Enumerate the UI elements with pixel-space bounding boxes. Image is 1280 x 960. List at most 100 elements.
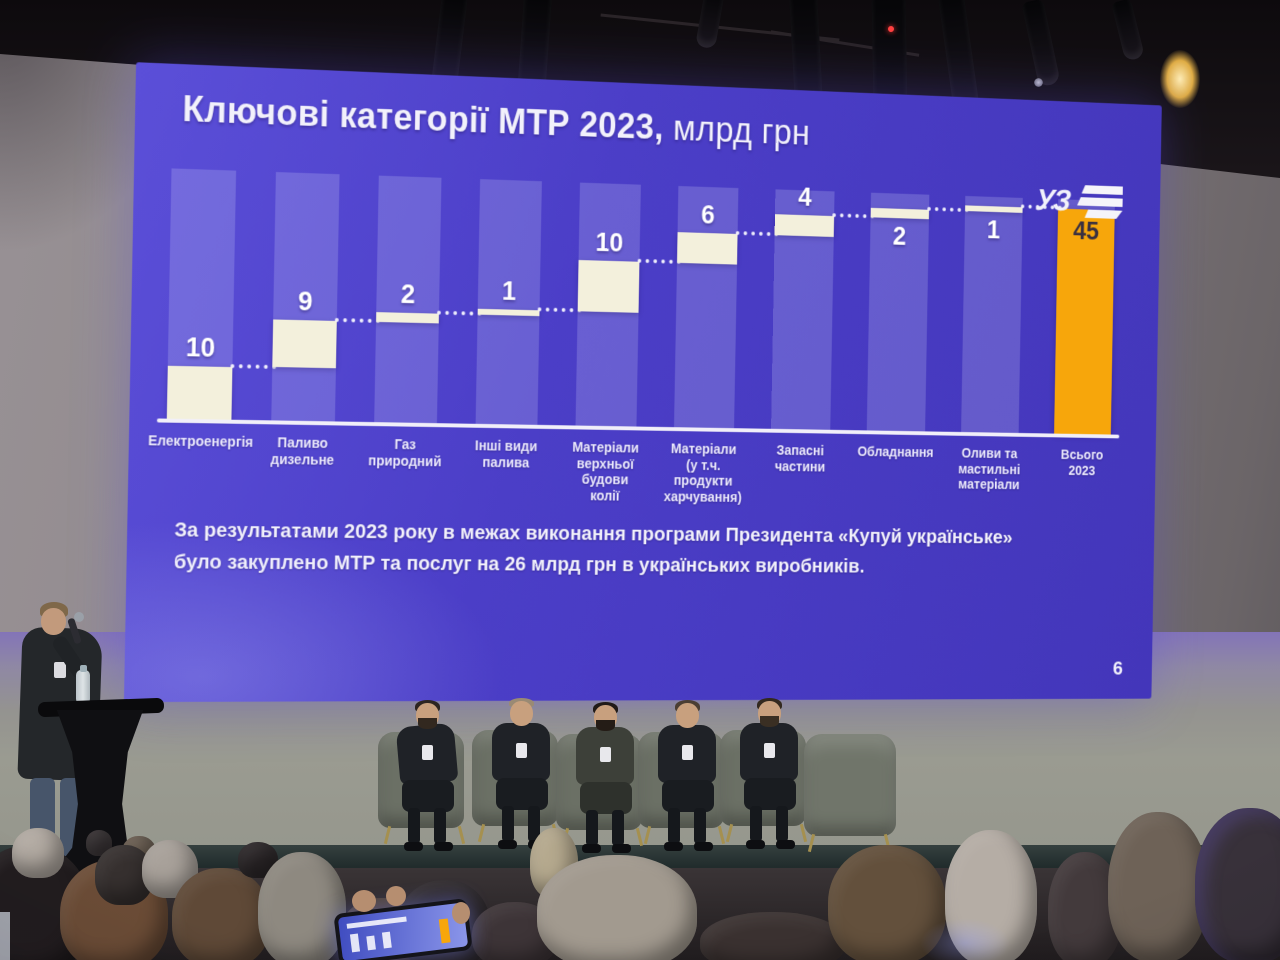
chart-bar-track: [575, 182, 641, 427]
panelist-badge: [682, 745, 693, 760]
chart-bar-segment: [272, 319, 337, 369]
chart-connector: [927, 206, 969, 212]
chart-connector: [832, 213, 875, 219]
panelist-legs: [744, 778, 796, 810]
panelist-foot: [746, 840, 765, 849]
footnote-line-2-pre: було закуплено МТР та послуг на: [173, 550, 505, 576]
chart-bar-segment: [677, 231, 738, 265]
chart-connector: [437, 310, 482, 316]
bar-category-label: Інші види палива: [457, 437, 554, 471]
footnote-line-2: було закуплено МТР та послуг на 26 млрд …: [174, 546, 1058, 583]
chart-connector: [537, 307, 582, 313]
chair-leg: [717, 825, 726, 845]
panelist-beard: [760, 716, 779, 727]
chart-bar-track: [771, 188, 835, 430]
bar-category-label-line: Обладнання: [857, 443, 934, 460]
phone-slide-bar-thumb: [349, 933, 361, 953]
panelist-head: [510, 701, 533, 726]
audience-head: [700, 912, 845, 960]
phone-slide-bar-thumb: [381, 931, 392, 949]
audience-head: [1195, 808, 1280, 960]
footnote-highlight: 26 млрд грн: [504, 552, 618, 576]
bar-category-label-line: будови: [581, 471, 629, 488]
chart-connector: [334, 318, 380, 324]
slide: Ключові категорії МТР 2023, млрд грн УЗ …: [124, 62, 1162, 702]
panelist-foot: [664, 842, 683, 851]
hand-finger: [386, 886, 406, 906]
panelist-foot: [434, 842, 453, 851]
chart-bar-track: [961, 195, 1023, 433]
panelist-foot: [694, 842, 713, 851]
chair-leg: [635, 827, 644, 847]
chart-bar-track: [866, 192, 930, 432]
smartphone-screen: [337, 902, 469, 960]
phone-slide-title-thumb: [346, 916, 407, 929]
chart-bar-track: [1054, 198, 1115, 435]
light-lens: [1034, 78, 1043, 87]
panelist-legs: [580, 782, 632, 814]
bar-category-label-line: Запасні: [776, 442, 825, 459]
panelist-foot: [776, 840, 795, 849]
slide-title-main: Ключові категорії МТР 2023,: [182, 88, 665, 147]
indicator-light: [888, 26, 894, 32]
bar-category-label-line: (у т.ч. продукти: [673, 456, 733, 489]
bar-category-label-line: природний: [368, 452, 442, 469]
chart-bar-segment: [477, 309, 540, 316]
slide-footnote: За результатами 2023 року в межах викона…: [174, 514, 1059, 583]
panelist-shin: [668, 808, 680, 844]
panelist-foot: [498, 840, 517, 849]
bar-category-label-line: верхньої: [576, 455, 635, 472]
chart-total-bar: [1054, 208, 1115, 435]
bar-value-label: 1: [986, 215, 1001, 244]
bar-category-label-line: харчування): [663, 488, 742, 505]
bar-category-label: Оливи та мастильні матеріали: [944, 445, 1035, 493]
audience-head: [12, 828, 64, 878]
audience-head: [172, 868, 270, 960]
empty-armchair: [804, 734, 896, 853]
chart-bar-track: [166, 167, 237, 420]
panelist-shin: [694, 808, 706, 844]
panelist-shin: [502, 806, 514, 842]
bar-category-label-line: дизельне: [270, 450, 335, 468]
panelist-shin: [434, 808, 446, 844]
audience-head: [828, 845, 946, 960]
panelist-beard: [596, 720, 615, 731]
footnote-line-1: За результатами 2023 року в межах викона…: [174, 518, 1013, 549]
bar-value-label: 4: [797, 182, 812, 212]
bar-value-label: 10: [185, 331, 216, 363]
audience-head: [258, 852, 346, 960]
chart-bar-segment: [965, 205, 1023, 213]
bar-category-label: Матеріали (у т.ч. продукти харчування): [656, 440, 751, 505]
bottle-cap: [80, 665, 87, 672]
bar-category-label-line: 2023: [1068, 462, 1096, 478]
chart-x-axis: [156, 418, 1120, 438]
slide-title-unit: млрд грн: [663, 107, 811, 153]
audience-head: [945, 830, 1037, 960]
microphone-tip: [74, 612, 84, 622]
panelist-shin: [408, 808, 420, 844]
footnote-line-2-post: в українських виробників.: [616, 553, 865, 578]
light-bokeh: [920, 918, 1010, 960]
chart-bar-segment: [376, 311, 439, 324]
panelist-head: [676, 703, 699, 728]
waterfall-chart: 10 Електроенергія 9 Паливо дизельне 2 Газ приро…: [148, 163, 1120, 517]
panelist-legs: [662, 780, 714, 812]
bar-category-label: Всього 2023: [1037, 446, 1126, 478]
bar-value-label: 10: [595, 227, 624, 258]
panelist-shin: [586, 810, 598, 846]
panelist-legs: [402, 780, 454, 812]
warm-house-light: [1160, 50, 1200, 108]
bar-category-label-line: матеріали: [958, 476, 1020, 493]
bar-category-label-line: Оливи та: [961, 445, 1018, 462]
chart-bar-segment: [577, 259, 640, 314]
uz-logo-text: УЗ: [1034, 182, 1072, 218]
chart-connector: [637, 258, 681, 264]
panelist-shin: [776, 806, 788, 842]
hand-finger: [452, 902, 470, 924]
bar-category-label-line: Всього: [1060, 446, 1104, 463]
chair-leg: [457, 825, 466, 845]
audience-head: [537, 855, 697, 960]
projection-screen: Ключові категорії МТР 2023, млрд грн УЗ …: [123, 62, 1162, 703]
phone-slide-total-thumb: [438, 918, 451, 944]
panelist-shin: [612, 810, 624, 846]
